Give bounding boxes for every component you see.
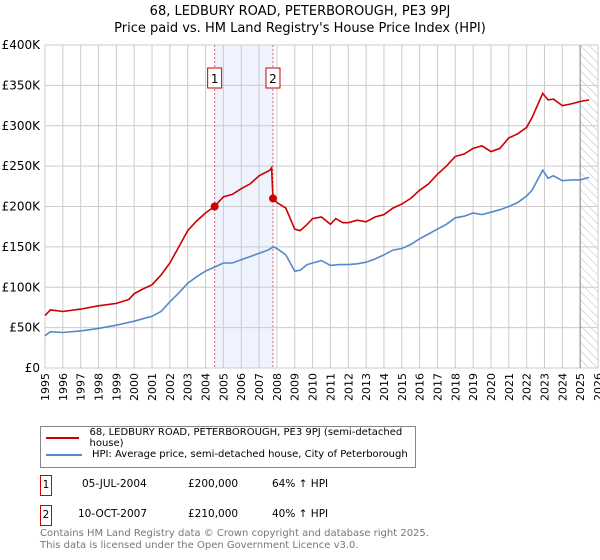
- series-line: [44, 168, 590, 337]
- sale-marker-label: 2: [269, 72, 277, 86]
- x-tick-label: 2017: [431, 373, 444, 401]
- footer-licence: This data is licensed under the Open Gov…: [40, 540, 359, 551]
- footer: Contains HM Land Registry data © Crown c…: [40, 528, 429, 552]
- transaction-price: £210,000: [188, 508, 239, 520]
- legend-label-property: 68, LEDBURY ROAD, PETERBOROUGH, PE3 9PJ …: [89, 426, 403, 449]
- x-tick-label: 2014: [378, 373, 391, 401]
- series-line: [44, 91, 590, 317]
- sale-marker-box: [207, 67, 223, 89]
- x-tick-label: 1997: [75, 373, 88, 401]
- x-tick-label: 2011: [324, 373, 337, 401]
- transaction-row: 1 05-JUL-2004 £200,000 64% ↑ HPI: [40, 475, 440, 496]
- x-tick-label: 2025: [574, 373, 587, 401]
- legend-label-hpi: HPI: Average price, semi-detached house,…: [92, 449, 408, 460]
- x-tick-label: 2013: [360, 373, 373, 401]
- x-tick-label: 2010: [307, 373, 320, 401]
- x-tick-label: 2023: [538, 373, 551, 401]
- legend: 68, LEDBURY ROAD, PETERBOROUGH, PE3 9PJ …: [40, 426, 416, 468]
- x-tick-label: 1995: [39, 373, 52, 401]
- x-tick-label: 2026: [592, 373, 600, 401]
- y-tick-label: £250K: [2, 159, 42, 173]
- y-tick-label: £50K: [9, 321, 41, 335]
- legend-swatch-hpi: [46, 453, 82, 456]
- x-tick-label: 2020: [485, 373, 498, 401]
- x-tick-label: 2008: [271, 373, 284, 401]
- x-tick-label: 2003: [182, 373, 195, 401]
- y-tick-label: £300K: [2, 119, 42, 133]
- transaction-date: 10-OCT-2007: [78, 508, 147, 520]
- x-tick-label: 2021: [503, 373, 516, 401]
- y-tick-label: £350K: [2, 78, 42, 92]
- legend-swatch-property: [46, 436, 80, 439]
- x-tick-label: 2000: [128, 373, 141, 401]
- x-tick-label: 2018: [449, 373, 462, 401]
- x-tick-label: 2002: [164, 373, 177, 401]
- x-tick-label: 2004: [200, 373, 213, 401]
- sale-point: [210, 202, 219, 211]
- x-tick-label: 2009: [289, 373, 302, 401]
- sale-marker-label: 1: [211, 72, 219, 86]
- x-tick-label: 1998: [93, 373, 106, 401]
- x-tick-label: 2012: [342, 373, 355, 401]
- y-tick-label: £0: [25, 361, 40, 375]
- y-tick-label: £400K: [2, 38, 42, 52]
- transaction-badge: 1: [40, 475, 52, 496]
- plot-area: 1995 1996 1997 1998 1999 2000 2001 2002 2003 2004…: [2, 38, 600, 401]
- x-tick-label: 1996: [57, 373, 70, 401]
- x-tick-label: 2016: [414, 373, 427, 401]
- chart-title: 68, LEDBURY ROAD, PETERBOROUGH, PE3 9PJ: [149, 4, 451, 19]
- x-tick-label: 2024: [556, 373, 569, 401]
- x-tick-label: 2005: [217, 373, 230, 401]
- x-tick-label: 2019: [467, 373, 480, 401]
- transaction-price: £200,000: [188, 478, 239, 490]
- x-tick-label: 1999: [110, 373, 123, 401]
- x-tick-label: 2015: [396, 373, 409, 401]
- y-tick-label: £200K: [2, 200, 42, 214]
- x-tick-label: 2007: [253, 373, 266, 401]
- x-tick-label: 2022: [521, 373, 534, 401]
- x-tick-label: 2001: [146, 373, 159, 401]
- sale-point: [268, 194, 277, 203]
- chart-subtitle: Price paid vs. HM Land Registry's House …: [114, 21, 486, 36]
- footer-copyright: Contains HM Land Registry data © Crown c…: [40, 528, 429, 539]
- y-tick-label: £150K: [2, 240, 42, 254]
- y-tick-label: £100K: [2, 280, 42, 294]
- transaction-date: 05-JUL-2004: [82, 478, 147, 490]
- transaction-badge: 2: [40, 505, 52, 526]
- x-tick-label: 2006: [235, 373, 248, 401]
- transaction-row: 2 10-OCT-2007 £210,000 40% ↑ HPI: [40, 505, 440, 526]
- sale-marker-box: [265, 67, 281, 89]
- transaction-hpi: 64% ↑ HPI: [272, 478, 329, 490]
- transaction-hpi: 40% ↑ HPI: [272, 508, 329, 520]
